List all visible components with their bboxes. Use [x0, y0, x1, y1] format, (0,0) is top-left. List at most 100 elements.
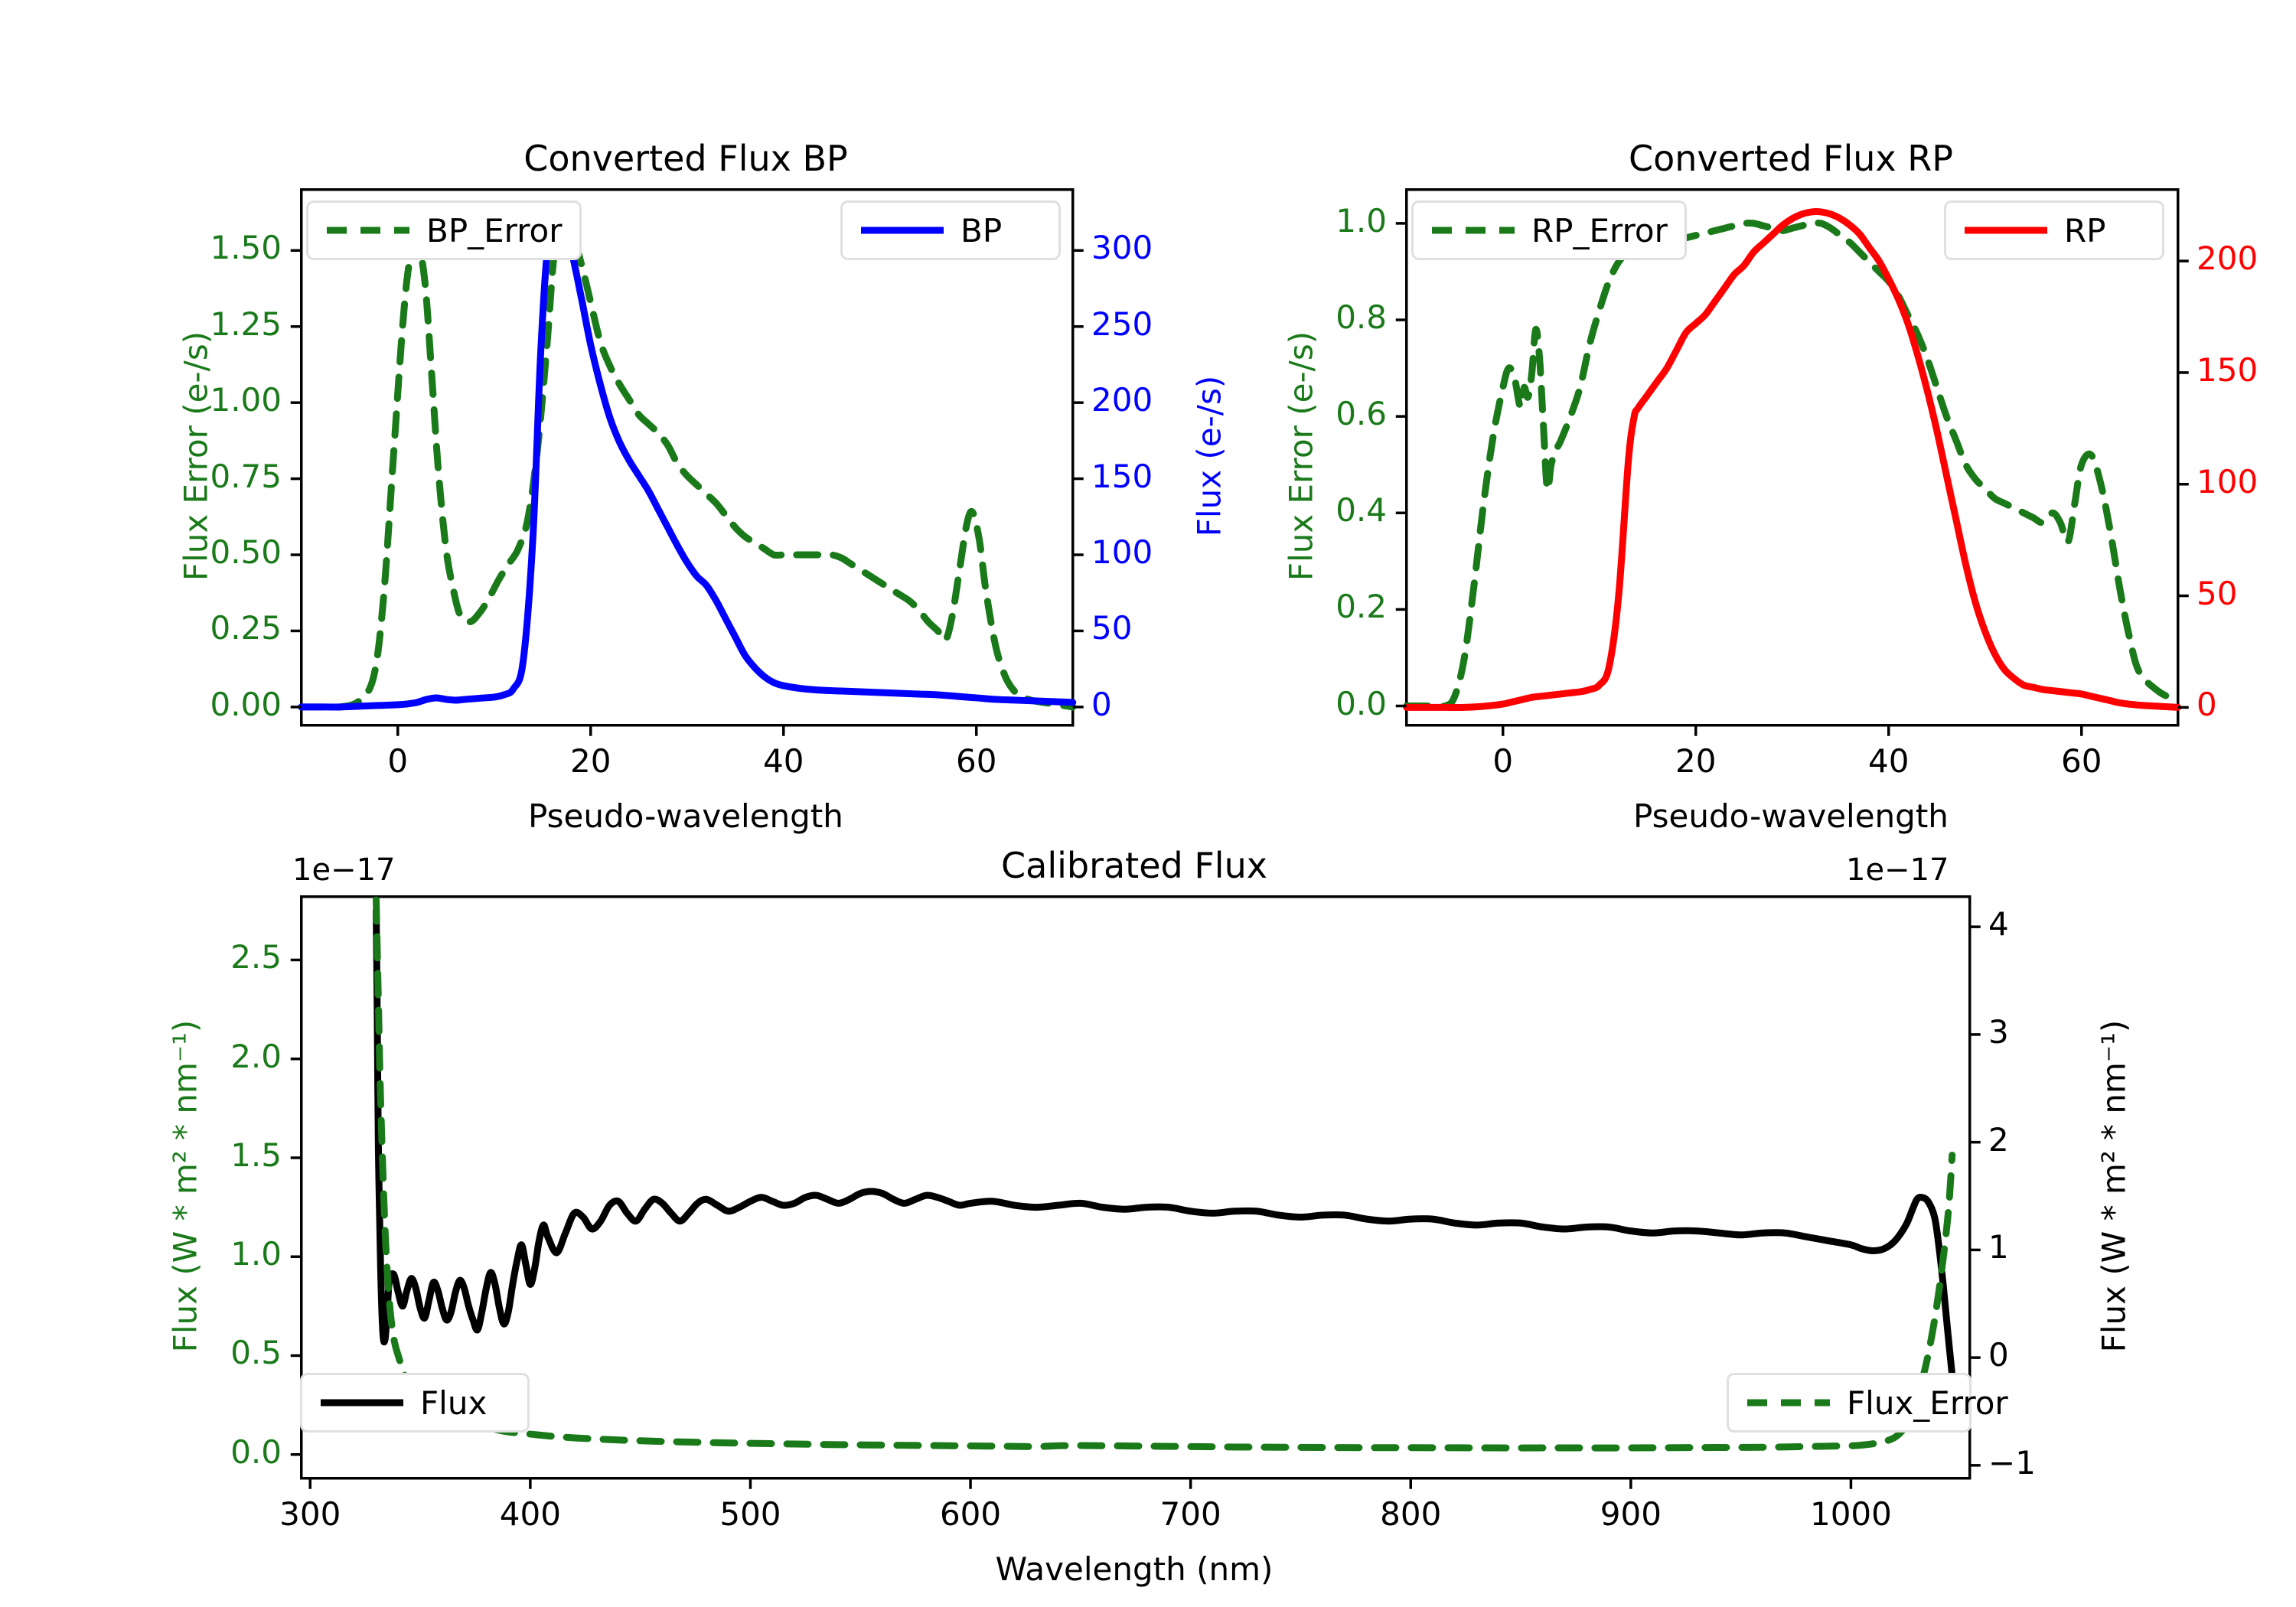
plot-area-converted-flux-bp — [290, 188, 1084, 736]
yticklabel-right: 200 — [1091, 381, 1153, 419]
xaxis-label-calibrated-flux: Wavelength (nm) — [995, 1550, 1274, 1588]
yticklabel-left: 0.50 — [210, 533, 282, 572]
series-flux — [373, 907, 1960, 1419]
legend-flux-error: Flux_Error — [1727, 1373, 2008, 1433]
yticklabel-right: 150 — [2197, 350, 2258, 389]
legend-label-flux: Flux — [420, 1384, 488, 1422]
xticklabel: 900 — [1600, 1495, 1662, 1533]
xticklabel: 0 — [1492, 742, 1514, 780]
xticklabel: 40 — [763, 742, 804, 780]
xticklabel: 400 — [499, 1495, 561, 1533]
legend-swatch-svg-rp-error — [1432, 227, 1515, 234]
xticklabel: 500 — [719, 1495, 781, 1533]
yticklabel-left: 0.2 — [1336, 588, 1387, 626]
series-rp — [1403, 208, 2182, 712]
yaxis-offset-left: 1e−17 — [292, 852, 396, 888]
yticklabel-left: 0.6 — [1336, 395, 1387, 433]
legend-line-flux — [318, 1395, 406, 1410]
yticklabel-right: 100 — [1091, 533, 1153, 572]
yticklabel-left: 2.0 — [230, 1037, 282, 1075]
yticklabel-left: 2.5 — [230, 938, 282, 976]
yticklabel-right: 3 — [1988, 1012, 2009, 1051]
plot-area-calibrated-flux — [290, 895, 1981, 1489]
xticklabel: 40 — [1868, 742, 1910, 780]
legend-rp-error: RP_Error — [1411, 200, 1687, 260]
series-bp-error — [298, 220, 1077, 711]
chart-title-converted-flux-bp: Converted Flux BP — [523, 138, 848, 179]
xaxis-label-converted-flux-rp: Pseudo-wavelength — [1633, 797, 1949, 835]
legend-label-bp: BP — [960, 211, 1003, 249]
axes-frame — [300, 895, 1971, 1480]
legend-swatch-svg-bp-error — [327, 227, 409, 234]
legend-label-rp-error: RP_Error — [1531, 211, 1668, 249]
legend-rp: RP — [1944, 200, 2164, 260]
legend-swatch-svg-flux-error — [1747, 1399, 1830, 1407]
yticklabel-right: 200 — [2197, 240, 2258, 278]
yticklabel-left: 0.5 — [230, 1334, 282, 1372]
xticklabel: 700 — [1159, 1495, 1221, 1533]
xticklabel: 60 — [956, 742, 997, 780]
yticklabel-left: 1.25 — [210, 305, 282, 343]
xticklabel: 60 — [2061, 742, 2102, 780]
axes-frame — [1405, 188, 2180, 727]
legend-line-rp-error — [1429, 223, 1518, 238]
yticklabel-right: 150 — [1091, 457, 1153, 495]
legend-swatch-svg-flux — [321, 1399, 403, 1407]
yticklabel-left: 0.0 — [230, 1433, 282, 1471]
legend-line-flux-error — [1744, 1395, 1833, 1410]
legend-swatch-svg-bp — [861, 227, 944, 234]
yticklabel-left: 0.4 — [1336, 491, 1387, 530]
yaxis-label-right-calibrated-flux: Flux (W * m² * nm⁻¹) — [2095, 1019, 2133, 1353]
yticklabel-right: 4 — [1988, 905, 2009, 944]
yticklabel-left: 0.75 — [210, 457, 282, 495]
xticklabel: 20 — [1675, 742, 1717, 780]
legend-label-rp: RP — [2064, 211, 2106, 249]
xticklabel: 1000 — [1809, 1495, 1892, 1533]
yticklabel-left: 1.00 — [210, 381, 282, 419]
yticklabel-right: 0 — [1988, 1336, 2009, 1374]
xticklabel: 800 — [1380, 1495, 1442, 1533]
legend-line-rp — [1962, 223, 2050, 238]
xticklabel: 600 — [939, 1495, 1002, 1533]
yticklabel-left: 0.8 — [1336, 298, 1387, 337]
yticklabel-right: 0 — [2197, 686, 2217, 724]
yticklabel-left: 1.5 — [230, 1136, 282, 1174]
yticklabel-left: 0.00 — [210, 685, 282, 723]
xticklabel: 300 — [279, 1495, 341, 1533]
yticklabel-right: 100 — [2197, 462, 2258, 500]
axes-frame — [300, 188, 1075, 727]
series-flux-error — [373, 896, 1956, 1452]
legend-label-flux-error: Flux_Error — [1847, 1384, 2008, 1422]
yticklabel-right: 2 — [1988, 1120, 2009, 1159]
legend-line-bp — [858, 223, 947, 238]
legend-bp: BP — [840, 200, 1061, 260]
xaxis-label-converted-flux-bp: Pseudo-wavelength — [528, 797, 843, 835]
plot-area-converted-flux-rp — [1395, 188, 2189, 736]
yaxis-label-left-calibrated-flux: Flux (W * m² * nm⁻¹) — [166, 1019, 204, 1353]
xticklabel: 20 — [570, 742, 612, 780]
yaxis-offset-right: 1e−17 — [1846, 852, 1949, 888]
yticklabel-left: 0.0 — [1336, 684, 1387, 722]
yticklabel-right: 50 — [1091, 609, 1133, 647]
yticklabel-left: 1.0 — [230, 1235, 282, 1273]
yticklabel-left: 0.25 — [210, 609, 282, 647]
yticklabel-right: 1 — [1988, 1228, 2009, 1266]
legend-swatch-svg-rp — [1965, 227, 2047, 234]
xticklabel: 0 — [387, 742, 409, 780]
chart-title-calibrated-flux: Calibrated Flux — [1001, 845, 1267, 886]
legend-flux: Flux — [300, 1373, 530, 1433]
yticklabel-right: 0 — [1091, 685, 1112, 723]
yticklabel-left: 1.0 — [1336, 201, 1387, 240]
yticklabel-right: 300 — [1091, 229, 1153, 267]
yticklabel-right: 50 — [2197, 574, 2238, 612]
yticklabel-left: 1.50 — [210, 229, 282, 267]
legend-bp-error: BP_Error — [306, 200, 582, 260]
legend-label-bp-error: BP_Error — [426, 211, 563, 249]
series-rp-error — [1403, 219, 2182, 710]
yticklabel-right: −1 — [1988, 1443, 2036, 1482]
series-bp — [298, 205, 1077, 711]
legend-line-bp-error — [324, 223, 413, 238]
